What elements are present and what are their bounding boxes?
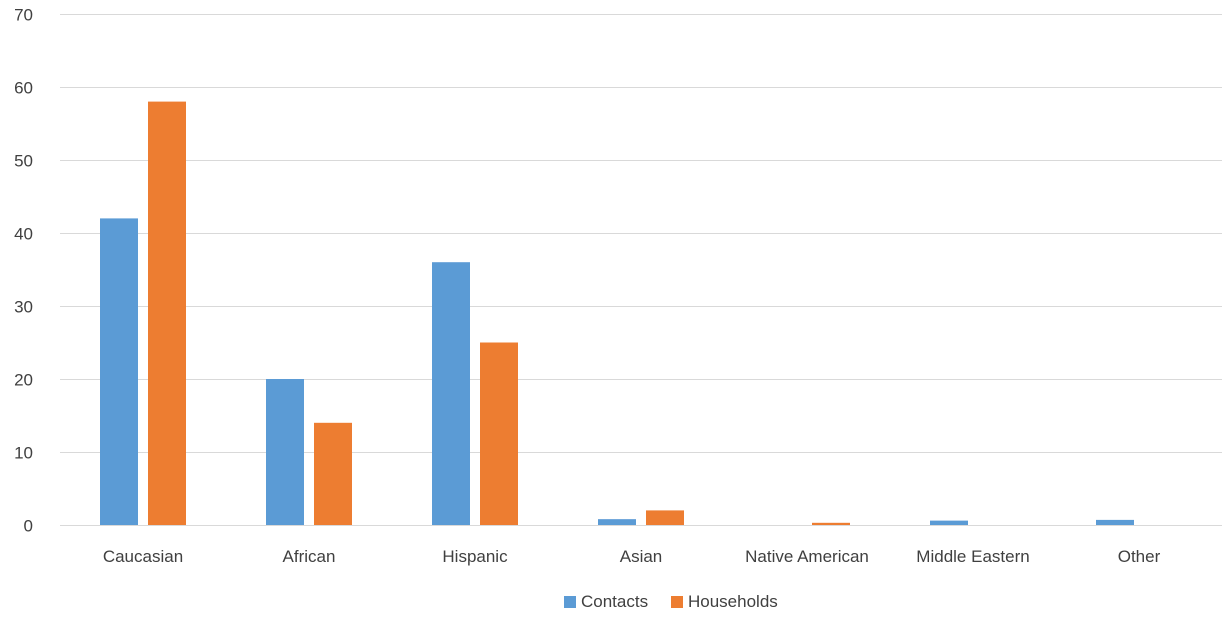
bar-households-caucasian (148, 101, 186, 525)
y-tick-label: 20 (14, 371, 33, 390)
y-axis-ticks: 0 10 20 30 40 50 60 70 (14, 6, 33, 536)
gridlines (60, 14, 1222, 526)
bar-households-african (314, 422, 352, 525)
x-tick-label-african: African (283, 547, 336, 566)
legend-label-contacts: Contacts (581, 592, 648, 611)
bar-households-asian (646, 510, 684, 525)
legend: Contacts Households (564, 592, 778, 611)
y-tick-label: 40 (14, 225, 33, 244)
bar-households-hispanic (480, 342, 518, 525)
y-tick-label: 10 (14, 444, 33, 463)
bar-contacts-caucasian (100, 218, 138, 525)
y-tick-label: 0 (24, 517, 33, 536)
x-tick-label-caucasian: Caucasian (103, 547, 183, 566)
bar-contacts-asian (598, 519, 636, 525)
x-tick-label-asian: Asian (620, 547, 663, 566)
bars (100, 101, 1134, 525)
bar-contacts-other (1096, 519, 1134, 525)
bar-contacts-african (266, 379, 304, 525)
bar-households-native-american (812, 522, 850, 525)
x-axis-labels: Caucasian African Hispanic Asian Native Amer… (103, 547, 1161, 566)
x-tick-label-middle-eastern: Middle Eastern (916, 547, 1029, 566)
x-tick-label-other: Other (1118, 547, 1161, 566)
legend-swatch-households (671, 596, 683, 608)
x-tick-label-native-american: Native American (745, 547, 869, 566)
x-tick-label-hispanic: Hispanic (442, 547, 508, 566)
legend-label-households: Households (688, 592, 778, 611)
legend-swatch-contacts (564, 596, 576, 608)
y-tick-label: 30 (14, 298, 33, 317)
bar-contacts-hispanic (432, 262, 470, 525)
bar-contacts-middle-eastern (930, 520, 968, 525)
y-tick-label: 50 (14, 152, 33, 171)
y-tick-label: 60 (14, 79, 33, 98)
y-tick-label: 70 (14, 6, 33, 25)
